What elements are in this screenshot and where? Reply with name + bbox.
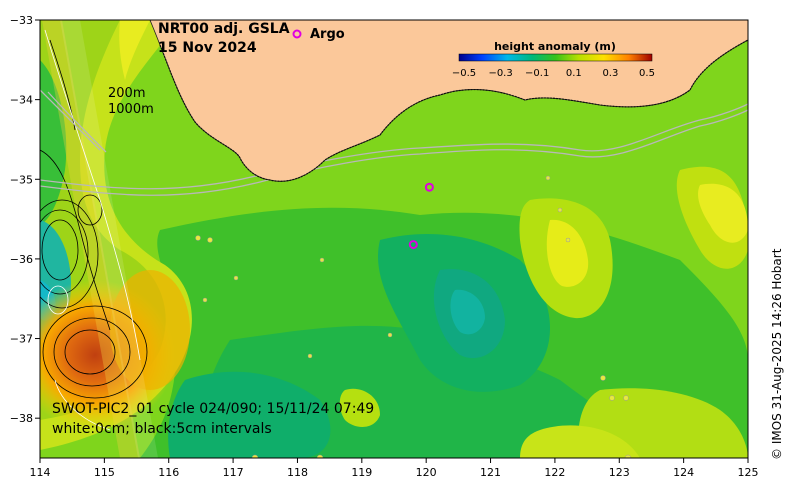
sea-level-field xyxy=(40,20,748,458)
x-axis: 114 115 116 117 118 119 120 121 122 123 124 125 xyxy=(30,458,759,479)
colorbar-tick-label: −0.5 xyxy=(452,68,476,79)
plot-frame xyxy=(39,19,749,459)
field-north-high xyxy=(119,20,150,80)
argo-float-marker xyxy=(408,240,418,250)
y-tick-label: −37 xyxy=(10,333,33,346)
field-high-4 xyxy=(339,388,380,427)
argo-legend-label: Argo xyxy=(310,27,345,42)
title-line1: NRT00 adj. GSLA xyxy=(158,21,290,37)
colorbar-tick-label: 0.3 xyxy=(602,68,618,79)
y-axis: −33 −34 −35 −36 −37 −38 xyxy=(10,14,40,425)
field-low-center xyxy=(450,289,485,335)
x-tick-label: 120 xyxy=(416,466,437,479)
colorbar-title: height anomaly (m) xyxy=(494,40,616,53)
x-tick-label: 124 xyxy=(673,466,694,479)
swot-track-label: SWOT-PIC2_01 cycle 024/090; 15/11/24 07:… xyxy=(52,401,374,417)
x-tick-label: 117 xyxy=(223,466,244,479)
contour-label-1000m: 1000m xyxy=(108,102,154,117)
swot-swath-west xyxy=(42,20,140,458)
contour-label-200m: 200m xyxy=(108,86,145,101)
argo-float-marker xyxy=(424,182,434,192)
colorbar-tick-label: −0.1 xyxy=(525,68,549,79)
swot-contour-legend: white:0cm; black:5cm intervals xyxy=(52,421,272,437)
depth-contours xyxy=(40,89,748,196)
colorbar-ticks: −0.5 −0.3 −0.1 0.1 0.3 0.5 xyxy=(452,68,655,79)
field-west-low xyxy=(40,60,67,225)
x-tick-label: 118 xyxy=(287,466,308,479)
x-tick-label: 115 xyxy=(94,466,115,479)
x-tick-label: 119 xyxy=(351,466,372,479)
field-high-2-core xyxy=(698,183,748,243)
y-tick-label: −35 xyxy=(10,173,33,186)
x-tick-label: 122 xyxy=(544,466,565,479)
x-tick-label: 121 xyxy=(480,466,501,479)
x-tick-label: 114 xyxy=(30,466,51,479)
y-tick-label: −33 xyxy=(10,14,33,27)
swot-black-contours xyxy=(40,39,148,399)
x-tick-label: 125 xyxy=(738,466,759,479)
copyright-label: © IMOS 31-Aug-2025 14:26 Hobart xyxy=(770,248,784,460)
field-high-1-core xyxy=(546,219,589,287)
argo-floats xyxy=(408,182,434,250)
y-tick-label: −38 xyxy=(10,412,33,425)
colorbar-tick-label: 0.5 xyxy=(639,68,655,79)
colorbar xyxy=(458,53,653,62)
coastline xyxy=(159,39,748,182)
drifter-markers xyxy=(195,175,632,458)
field-high-3b xyxy=(520,425,640,458)
field-warm-eddy-east xyxy=(110,270,190,390)
x-tick-label: 116 xyxy=(158,466,179,479)
title-line2: 15 Nov 2024 xyxy=(158,40,257,56)
colorbar-tick-label: 0.1 xyxy=(566,68,582,79)
y-tick-label: −34 xyxy=(10,94,33,107)
argo-legend-icon xyxy=(292,29,302,39)
colorbar-tick-label: −0.3 xyxy=(488,68,512,79)
y-tick-label: −36 xyxy=(10,253,33,266)
field-low-south xyxy=(168,371,331,458)
x-tick-label: 123 xyxy=(609,466,630,479)
swot-white-contours xyxy=(44,29,141,431)
